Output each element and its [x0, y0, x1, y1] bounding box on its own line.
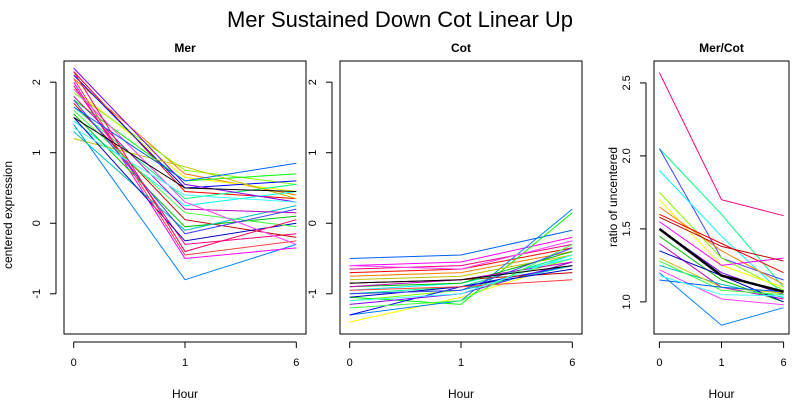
series-line-mer-17	[73, 117, 297, 242]
plot-frame-mer	[63, 60, 307, 335]
y-tick-label-ratio: 2.5	[621, 75, 633, 90]
x-tick-label-cot-6: 6	[569, 357, 575, 369]
series-line-cot-1	[349, 229, 573, 259]
series-line-ratio-9	[659, 221, 784, 266]
series-line-ratio-4	[659, 170, 784, 295]
series-line-mer-16	[73, 131, 297, 231]
y-axis-label-mer: centered expression	[1, 161, 15, 269]
series-line-cot-23	[349, 240, 573, 270]
series-line-ratio-1	[658, 72, 784, 217]
figure-title: Mer Sustained Down Cot Linear Up	[227, 7, 573, 32]
series-line-ratio-18	[659, 260, 784, 296]
series-line-ratio-21	[659, 275, 784, 297]
x-axis-label-ratio: Hour	[708, 387, 734, 400]
x-tick-label-cot-1: 1	[458, 357, 464, 369]
y-tick-label-cot: 1	[307, 150, 319, 156]
y-tick-label-ratio: 1.5	[621, 221, 633, 236]
y-tick-label-ratio: 2.0	[621, 148, 633, 163]
y-tick-label-mer: -1	[31, 289, 43, 299]
panel-mer: Mer 0 1 6 -1 0 1 2 Hour centered expression	[1, 41, 307, 400]
x-axis-label-mer: Hour	[172, 387, 198, 400]
series-line-ratio-22	[658, 227, 784, 293]
y-tick-label-ratio: 1.0	[621, 294, 633, 309]
panel-title-mer: Mer	[174, 41, 196, 55]
panel-ratio: Mer/Cot 0 1 6 1.0 1.5 2.0 2.5 Hour ratio of uncen…	[606, 41, 790, 400]
series-line-cot-3	[349, 243, 573, 270]
y-tick-label-cot: 2	[307, 79, 319, 85]
series-line-mer-13	[73, 102, 297, 238]
series-line-ratio-8	[659, 213, 784, 274]
series-line-mer-24	[73, 116, 297, 192]
series-line-mer-15	[73, 113, 297, 228]
y-tick-label-mer: 2	[31, 79, 43, 85]
plot-frame-ratio	[653, 60, 790, 335]
x-tick-label-ratio-1: 1	[718, 357, 724, 369]
y-axis-label-ratio: ratio of uncentered	[606, 147, 620, 247]
series-line-mer-8	[73, 124, 297, 281]
panel-title-ratio: Mer/Cot	[699, 41, 744, 55]
series-line-ratio-19	[659, 216, 784, 262]
y-tick-label-mer: 0	[31, 220, 43, 226]
series-line-mer-26	[73, 71, 297, 253]
series-line-cot-25	[349, 265, 573, 284]
y-tick-label-cot: 0	[307, 220, 319, 226]
panel-cot: Cot 0 1 6 -1 0 1 2 Hour	[307, 41, 583, 400]
y-tick-label-cot: -1	[307, 289, 319, 299]
panel-title-cot: Cot	[451, 41, 471, 55]
x-tick-label-ratio-0: 0	[656, 357, 662, 369]
series-line-ratio-7	[659, 206, 784, 285]
series-line-cot-2	[349, 236, 573, 267]
series-line-ratio-17	[659, 269, 784, 306]
series-line-cot-5	[349, 251, 573, 277]
x-tick-label-mer-1: 1	[182, 357, 188, 369]
series-line-cot-22	[349, 247, 573, 295]
y-tick-label-mer: 1	[31, 150, 43, 156]
x-tick-label-mer-0: 0	[71, 357, 77, 369]
series-line-cot-24	[349, 254, 573, 302]
series-line-cot-8	[349, 212, 573, 305]
series-line-cot-21	[349, 243, 573, 309]
plot-frame-cot	[339, 60, 583, 335]
series-line-ratio-13	[659, 272, 784, 326]
series-line-mer-10	[73, 67, 297, 203]
series-line-mer-14	[73, 138, 297, 200]
series-line-cot-20	[349, 279, 573, 291]
series-line-mer-4	[73, 92, 297, 185]
x-tick-label-mer-6: 6	[293, 357, 299, 369]
series-line-mer-12	[73, 85, 297, 245]
x-axis-label-cot: Hour	[448, 387, 474, 400]
x-tick-label-cot-0: 0	[347, 357, 353, 369]
series-line-mer-18	[73, 95, 297, 214]
series-line-mer-19	[73, 78, 297, 256]
series-line-mer-21	[73, 99, 297, 235]
series-line-mer-23	[73, 127, 297, 203]
x-tick-label-ratio-6: 6	[781, 357, 787, 369]
